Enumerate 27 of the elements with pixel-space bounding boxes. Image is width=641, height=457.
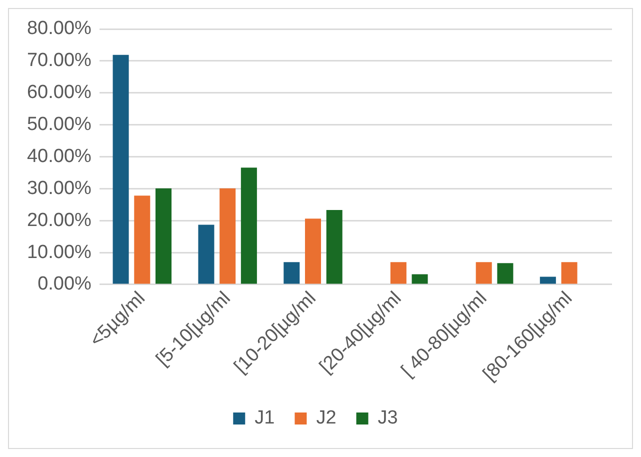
bar <box>112 54 129 284</box>
bar <box>220 188 236 284</box>
bar <box>240 168 257 284</box>
legend-label: J1 <box>254 408 275 429</box>
bar <box>305 218 322 284</box>
bar <box>412 274 428 284</box>
y-tick-label: 40.00% <box>26 146 92 167</box>
bar <box>390 262 406 284</box>
y-tick-label: 30.00% <box>26 178 92 199</box>
bar <box>198 224 214 284</box>
legend-label: J2 <box>316 408 336 429</box>
y-tick-label: 60.00% <box>26 82 92 104</box>
bar <box>540 276 556 284</box>
bar <box>284 262 300 284</box>
bar <box>497 263 514 284</box>
y-tick-label: 0.00% <box>38 274 92 295</box>
legend-label: J3 <box>378 408 398 429</box>
y-tick-label: 70.00% <box>26 50 92 72</box>
bar <box>156 188 172 284</box>
y-tick-label: 20.00% <box>26 210 92 231</box>
bar <box>476 262 492 284</box>
y-tick-label: 10.00% <box>26 242 92 263</box>
y-tick-label: 80.00% <box>26 18 92 40</box>
bar <box>561 262 578 284</box>
y-tick-label: 50.00% <box>26 114 92 136</box>
bar <box>326 210 342 284</box>
bar <box>134 196 150 284</box>
